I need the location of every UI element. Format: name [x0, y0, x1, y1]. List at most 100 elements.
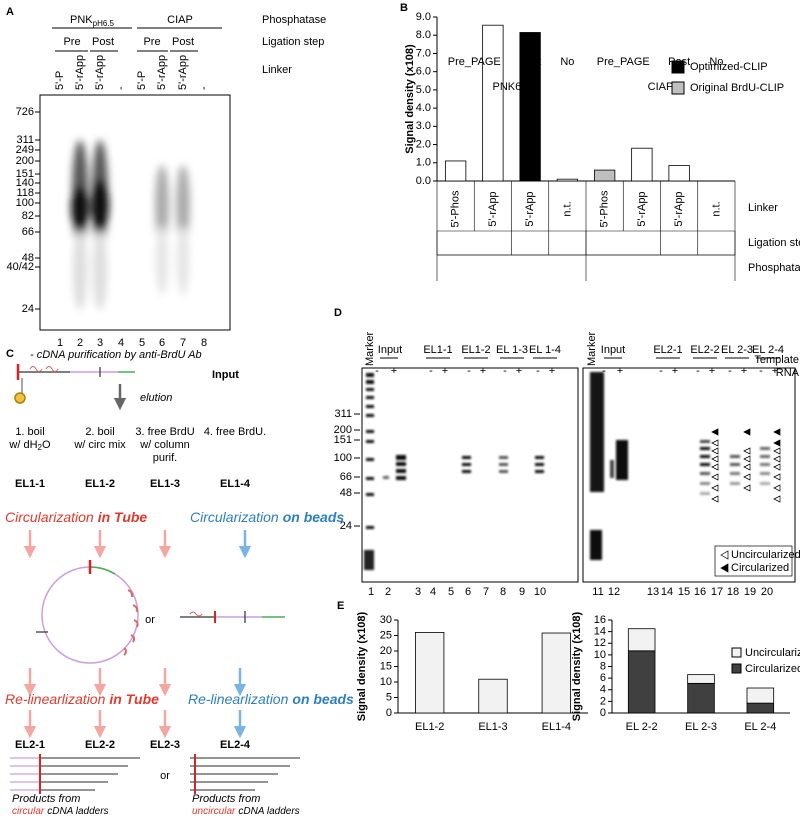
products-label: circular cDNA ladders — [12, 806, 109, 817]
row-label: Ligation step — [748, 237, 800, 249]
row-label: Phosphatase — [748, 262, 800, 274]
eluate-label: EL1-4 — [220, 478, 251, 490]
x-tick-label: 5'-rApp — [487, 191, 499, 226]
size-marker: 100 — [334, 452, 352, 464]
y-tick-label: 10 — [594, 649, 606, 661]
lane-number: 5 — [139, 337, 145, 349]
diagram-note: elution — [140, 392, 172, 404]
size-marker: 24 — [340, 520, 352, 532]
relinearization-tube: Re-linearlization in Tube — [5, 691, 159, 707]
template-sign: + — [741, 365, 747, 377]
lane-number: 3 — [97, 337, 103, 349]
template-sign: + — [772, 365, 778, 377]
lane-number: 8 — [500, 586, 506, 598]
y-tick-label: 20 — [380, 645, 392, 657]
legend-label: Uncircularized — [745, 647, 800, 659]
legend-label: Circularized — [745, 663, 800, 675]
group-label: EL2-2 — [690, 344, 719, 356]
bar — [444, 160, 467, 182]
x-tick-label: 5'-rApp — [636, 191, 648, 226]
panel-label: C — [6, 348, 14, 360]
products-lines — [10, 754, 300, 794]
circularization-tube: Circularization in Tube — [5, 509, 147, 525]
ligation-step: Pre — [143, 36, 160, 48]
size-marker: 66 — [22, 226, 34, 238]
y-tick-label: 30 — [380, 614, 392, 626]
row-label: Linker — [748, 202, 778, 214]
y-tick-label: 6 — [600, 672, 606, 684]
size-marker: 200 — [16, 155, 34, 167]
bar-segment — [627, 628, 656, 652]
linker-label: 5'-rApp — [74, 55, 86, 90]
y-tick-label: 9.0 — [416, 11, 431, 23]
circularization-beads: Circularization on beads — [190, 509, 344, 525]
y-tick-label: 6.0 — [416, 66, 431, 78]
y-tick-label: 16 — [594, 614, 606, 626]
method-line: w/ column — [139, 439, 190, 451]
circularization-tube-part: in Tube — [98, 509, 148, 525]
y-tick-label: 25 — [380, 629, 392, 641]
lane-number: 13 — [647, 586, 659, 598]
template-sign: - — [602, 365, 606, 377]
lane-number: 11 — [592, 586, 603, 598]
size-marker: 48 — [340, 487, 352, 499]
lane-number: 6 — [159, 337, 165, 349]
size-marker: 726 — [16, 106, 34, 118]
eluate-label: EL2-3 — [150, 739, 180, 751]
gel-a-group-part: pH6.5 — [93, 19, 115, 28]
eluate-label: EL1-2 — [85, 478, 115, 490]
linker-label: 5'-rApp — [156, 55, 168, 90]
relinearization-tube-part: Re-linearlization — [5, 691, 106, 707]
linker-label: 5'-P — [54, 71, 66, 90]
bar-segment — [746, 687, 775, 704]
template-sign: - — [659, 365, 663, 377]
products-label-part: uncircular — [192, 806, 236, 817]
linker-label: 5'-rApp — [177, 55, 189, 90]
group-label: EL 2-4 — [752, 344, 784, 356]
size-marker: 200 — [334, 424, 352, 436]
tier-label: Pre_PAGE — [448, 56, 501, 68]
group-label: EL1-2 — [461, 344, 490, 356]
bar — [631, 147, 653, 182]
relinearization-tube-part: in Tube — [109, 691, 159, 707]
template-sign: - — [375, 365, 379, 377]
group-label: EL2-1 — [653, 344, 682, 356]
size-marker: 66 — [340, 471, 352, 483]
legend-label: Optimized-CLIP — [690, 61, 768, 73]
x-tick-label: n.t. — [710, 201, 722, 216]
template-sign: + — [672, 365, 678, 377]
lane-number: 5 — [448, 586, 454, 598]
y-tick-label: 1.0 — [416, 157, 431, 169]
x-tick-label: 5'-rApp — [524, 191, 536, 226]
ligation-step: Post — [172, 36, 194, 48]
size-marker: 151 — [334, 434, 352, 446]
x-tick-label: EL 2-3 — [685, 721, 717, 733]
y-axis-label: Signal density (x108) — [356, 611, 368, 721]
method-line: w/ circ mix — [73, 439, 126, 451]
panel-label: B — [400, 2, 408, 14]
products-label-part: cDNA ladders — [238, 806, 299, 817]
group-label: EL 1-4 — [529, 344, 561, 356]
y-tick-label: 4.0 — [416, 102, 431, 114]
y-tick-label: 7.0 — [416, 47, 431, 59]
legend-label: Circularized — [731, 562, 789, 574]
gel-d-arrowheads — [711, 428, 793, 577]
lane-number: 6 — [465, 586, 471, 598]
relinearization-beads-part: on beads — [292, 691, 354, 707]
template-sign: - — [536, 365, 540, 377]
method-line: 1. boil — [15, 426, 44, 438]
x-tick-label: EL 2-2 — [626, 721, 658, 733]
eluate-label: EL2-1 — [15, 739, 45, 751]
template-label: Template — [754, 354, 799, 366]
y-tick-label: 5.0 — [416, 84, 431, 96]
row-label: Ligation step — [262, 36, 324, 48]
x-tick-label: EL 2-4 — [744, 721, 776, 733]
bar-segment — [687, 674, 715, 684]
template-sign: + — [549, 365, 555, 377]
y-axis-label: Signal density (x108) — [404, 44, 416, 154]
eluate-label: EL1-3 — [150, 478, 180, 490]
x-tick-label: 5'-rApp — [673, 191, 685, 226]
gel-d-bands — [364, 372, 770, 570]
x-tick-label: 5'-Phos — [450, 190, 462, 227]
template-sign: - — [467, 365, 471, 377]
